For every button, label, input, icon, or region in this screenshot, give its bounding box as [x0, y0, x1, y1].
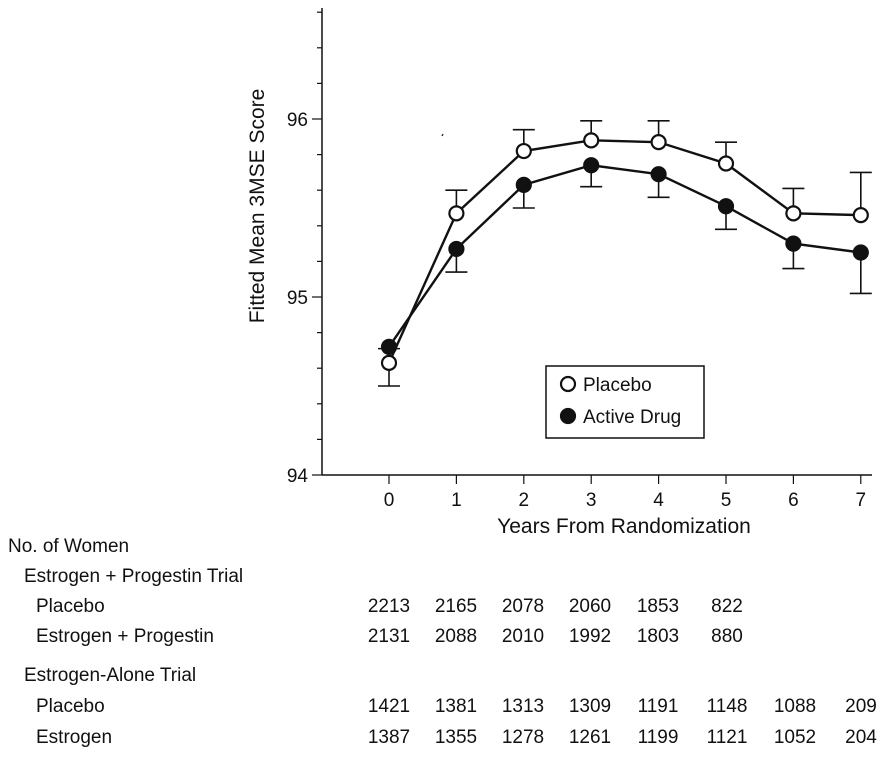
table-cell: 1309 — [568, 696, 612, 717]
legend-placebo-label: Placebo — [583, 375, 652, 396]
table-cell: 1381 — [434, 696, 478, 717]
table-cell: 1088 — [773, 696, 817, 717]
table-cell: 1355 — [434, 727, 478, 748]
active-drug-point — [448, 240, 465, 258]
table-cell: 1421 — [367, 696, 411, 717]
table-row-label: Placebo — [36, 696, 105, 717]
x-tick-label: 6 — [788, 490, 799, 511]
placebo-point — [515, 142, 532, 160]
active-drug-line — [388, 164, 861, 348]
active-drug-point — [852, 244, 869, 261]
table-cell: 2078 — [501, 596, 545, 617]
table-cell: 2060 — [568, 596, 612, 617]
placebo-line — [387, 139, 861, 364]
table-cell: 1148 — [706, 696, 748, 717]
y-tick-label: 96 — [287, 110, 308, 131]
x-tick-label: 1 — [451, 490, 462, 511]
table-heading: No. of Women — [8, 536, 130, 557]
placebo-point — [583, 132, 600, 149]
placebo-point — [650, 134, 667, 151]
table-cell: 2165 — [434, 596, 478, 617]
table-cell: 1803 — [636, 626, 680, 647]
x-axis-title: Years From Randomization — [497, 515, 751, 538]
legend-active-drug-marker — [559, 407, 577, 425]
table-cell: 2088 — [434, 626, 478, 647]
x-tick-label: 3 — [586, 490, 597, 511]
table-cell: 1853 — [636, 596, 680, 617]
active-drug-point — [650, 166, 667, 183]
placebo-point — [448, 205, 465, 222]
x-tick-label: 5 — [721, 490, 732, 511]
table-cell: 204 — [845, 727, 877, 748]
legend-active-drug-label: Active Drug — [583, 407, 681, 428]
x-tick-label: 7 — [856, 490, 867, 511]
table-cell: 1191 — [637, 696, 679, 717]
table-cell: 822 — [711, 596, 743, 617]
table-cell: 1121 — [706, 727, 748, 748]
table-cell: 2131 — [367, 626, 411, 647]
table-row-label: Estrogen — [36, 727, 113, 748]
table-row-label: Placebo — [36, 596, 105, 617]
active-drug-point — [515, 176, 532, 193]
table-row-label: Estrogen + Progestin — [36, 626, 214, 647]
x-tick-label: 2 — [519, 490, 530, 511]
table-cell: 880 — [711, 626, 743, 647]
active-drug-point — [717, 198, 735, 215]
table-cell: 1313 — [501, 696, 545, 717]
table-cell: 1261 — [568, 727, 612, 748]
active-drug-point — [785, 235, 802, 252]
x-tick-label: 4 — [653, 490, 664, 511]
chart: 94 95 96 0 1 2 3 4 5 6 7 Years From Randomization Fi… — [246, 8, 872, 538]
table-group-title: Estrogen-Alone Trial — [24, 665, 197, 686]
table-cell: 1387 — [367, 727, 411, 748]
y-tick-label: 95 — [287, 288, 308, 309]
y-axis-title: Fitted Mean 3MSE Score — [246, 89, 269, 324]
table-cell: 209 — [845, 696, 877, 717]
legend-placebo-marker — [559, 375, 577, 393]
stray-mark — [441, 133, 444, 137]
placebo-point — [785, 205, 802, 222]
y-tick-label: 94 — [287, 466, 309, 487]
placebo-point — [717, 155, 735, 172]
placebo-point — [380, 354, 398, 371]
active-drug-point — [583, 157, 600, 174]
active-drug-point — [380, 338, 398, 355]
table-group-title: Estrogen + Progestin Trial — [24, 566, 244, 587]
table-cell: 1199 — [637, 727, 679, 748]
table-cell: 2010 — [501, 626, 545, 647]
x-tick-label: 0 — [384, 490, 395, 511]
table-cell: 2213 — [367, 596, 411, 617]
placebo-point — [852, 207, 869, 224]
table-cell: 1992 — [568, 626, 612, 647]
table-cell: 1052 — [773, 727, 817, 748]
table-cell: 1278 — [501, 727, 545, 748]
